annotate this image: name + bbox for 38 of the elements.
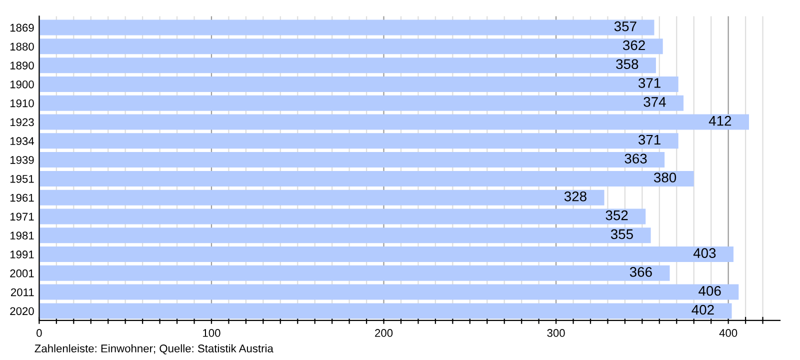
y-tick-label: 1971	[10, 212, 34, 221]
data-label: 366	[630, 267, 652, 277]
data-label: 412	[708, 116, 732, 126]
y-tick-label: 1910	[10, 99, 34, 108]
y-tick-label: 1939	[10, 156, 34, 164]
y-tick-label: 2001	[10, 269, 34, 278]
text: Zahlenleiste: Einwohner; Quelle: Statistik Austria	[34, 344, 274, 354]
data-label: 374	[644, 97, 666, 107]
data-label: 357	[614, 21, 636, 32]
data-label: 403	[693, 248, 716, 258]
y-tick-label: 2020	[10, 307, 34, 316]
y-tick-label: 1934	[10, 137, 34, 146]
y-tick-label: 1961	[10, 194, 34, 202]
data-label: 380	[654, 172, 676, 182]
data-label: 328	[564, 191, 586, 202]
y-tick-label: 1981	[10, 232, 34, 240]
y-tick-label: 1991	[10, 250, 34, 258]
data-label: 358	[616, 59, 638, 70]
x-tick-label: 100	[203, 329, 220, 337]
y-tick-label: 2011	[11, 288, 34, 296]
y-tick-label: 1900	[10, 80, 34, 88]
y-tick-label: 1923	[10, 118, 34, 126]
data-label: 362	[622, 40, 645, 50]
data-label: 406	[698, 286, 721, 296]
x-tick-label: 200	[375, 329, 393, 337]
y-tick-label: 1880	[10, 42, 34, 51]
y-tick-label: 1869	[10, 24, 34, 32]
x-tick-label: 400	[719, 329, 738, 337]
data-label: 355	[610, 229, 633, 240]
data-label: 371	[638, 134, 660, 145]
x-tick-label: 300	[547, 329, 565, 337]
data-label: 352	[606, 210, 628, 220]
data-label: 371	[638, 78, 660, 88]
y-tick-label: 1890	[10, 62, 34, 70]
y-tick-label: 1951	[10, 174, 34, 183]
data-label: 363	[624, 154, 647, 164]
x-tick-label: 0	[36, 329, 42, 337]
data-label: 402	[692, 304, 714, 315]
